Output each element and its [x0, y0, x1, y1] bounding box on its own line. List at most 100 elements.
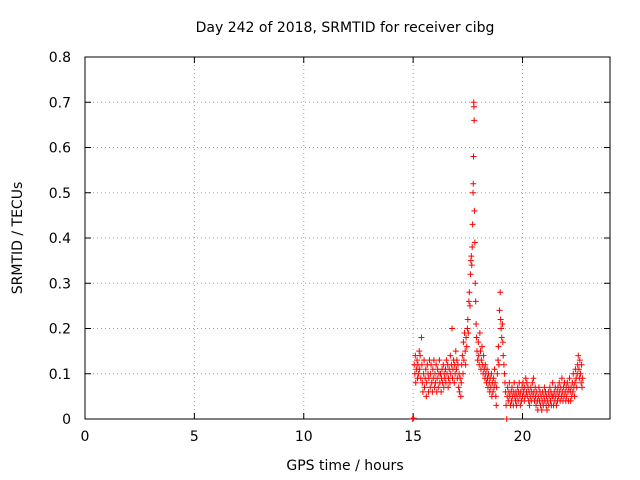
- data-point: [501, 370, 508, 377]
- data-point: [451, 379, 458, 386]
- x-axis-label: GPS time / hours: [286, 458, 403, 474]
- data-point: [466, 289, 473, 296]
- data-point: [419, 388, 426, 395]
- x-tick-label: 15: [404, 429, 422, 445]
- data-point: [412, 379, 419, 386]
- data-point: [496, 307, 503, 314]
- data-point: [460, 339, 467, 346]
- data-point: [455, 384, 462, 391]
- data-point: [462, 348, 469, 355]
- data-point: [544, 406, 550, 413]
- data-point: [430, 357, 437, 364]
- data-point: [535, 384, 542, 391]
- data-point: [453, 357, 460, 364]
- data-point: [467, 302, 473, 309]
- x-tick-label: 0: [81, 429, 90, 445]
- data-point: [436, 357, 443, 364]
- data-point: [464, 316, 471, 323]
- data-point: [421, 357, 428, 364]
- data-point: [499, 339, 506, 346]
- y-tick-label: 0.2: [49, 322, 71, 338]
- data-point: [465, 298, 472, 305]
- data-point: [500, 361, 507, 368]
- data-point: [503, 416, 510, 422]
- data-point: [471, 207, 478, 214]
- data-point: [463, 334, 470, 341]
- data-point: [492, 393, 499, 400]
- data-point: [538, 406, 545, 413]
- data-point: [459, 352, 466, 359]
- data-point: [463, 343, 470, 350]
- data-point: [571, 393, 578, 400]
- data-point: [490, 375, 497, 382]
- data-point: [438, 388, 445, 395]
- data-point: [492, 379, 499, 386]
- data-point: [443, 357, 450, 364]
- data-point: [414, 357, 421, 364]
- data-point: [482, 361, 489, 368]
- y-tick-label: 0.6: [49, 141, 71, 157]
- data-point: [428, 361, 435, 368]
- data-point: [511, 379, 518, 386]
- data-point: [470, 103, 477, 110]
- data-point: [564, 379, 571, 386]
- y-tick-label: 0.3: [49, 276, 71, 292]
- data-point: [423, 393, 430, 400]
- data-point: [452, 348, 459, 355]
- plot-area-border: [84, 56, 611, 420]
- data-point: [546, 384, 553, 391]
- x-axis-ticks: 0 5 10 15 20: [81, 57, 532, 445]
- data-point: [541, 384, 548, 391]
- x-tick-label: 5: [190, 429, 199, 445]
- data-point: [526, 402, 533, 409]
- data-point: [478, 357, 485, 364]
- data-point: [578, 361, 585, 368]
- data-point: [416, 366, 423, 373]
- data-point: [577, 370, 584, 377]
- data-point: [457, 393, 464, 400]
- data-point: [468, 253, 475, 260]
- data-point: [489, 388, 496, 395]
- data-point: [498, 325, 505, 332]
- data-point: [462, 361, 469, 368]
- data-point: [573, 384, 580, 391]
- data-point: [456, 388, 463, 395]
- data-point: [460, 357, 467, 364]
- data-point: [476, 330, 483, 337]
- data-point: [530, 375, 537, 382]
- data-point: [449, 325, 456, 332]
- data-point: [470, 153, 477, 160]
- data-point: [475, 339, 482, 346]
- data-point: [495, 357, 501, 364]
- data-point: [422, 366, 429, 373]
- data-point: [484, 366, 491, 373]
- data-point: [416, 348, 423, 355]
- data-point: [417, 352, 424, 359]
- data-point: [457, 375, 464, 382]
- data-point: [469, 221, 476, 228]
- grid: [85, 57, 610, 419]
- data-point: [523, 379, 530, 386]
- data-point: [494, 370, 501, 377]
- data-point: [567, 397, 574, 404]
- data-point: [473, 320, 480, 327]
- data-point: [480, 352, 487, 359]
- y-tick-label: 0.5: [49, 186, 71, 202]
- data-point: [579, 384, 585, 391]
- x-tick-label: 20: [514, 429, 532, 445]
- data-point: [460, 370, 466, 377]
- data-point: [423, 379, 430, 386]
- data-point: [549, 379, 556, 386]
- data-point: [479, 343, 486, 350]
- data-point: [495, 343, 502, 350]
- y-tick-label: 0.4: [49, 231, 71, 247]
- data-point: [493, 402, 500, 409]
- data-point: [469, 244, 476, 251]
- data-point: [579, 375, 586, 382]
- data-point: [410, 415, 417, 422]
- y-tick-label: 0.1: [49, 367, 71, 383]
- y-tick-label: 0.7: [49, 95, 71, 111]
- x-tick-label: 10: [295, 429, 313, 445]
- y-axis-ticks: 0 0.1 0.2 0.3 0.4 0.5 0.6 0.7 0.8: [49, 50, 610, 428]
